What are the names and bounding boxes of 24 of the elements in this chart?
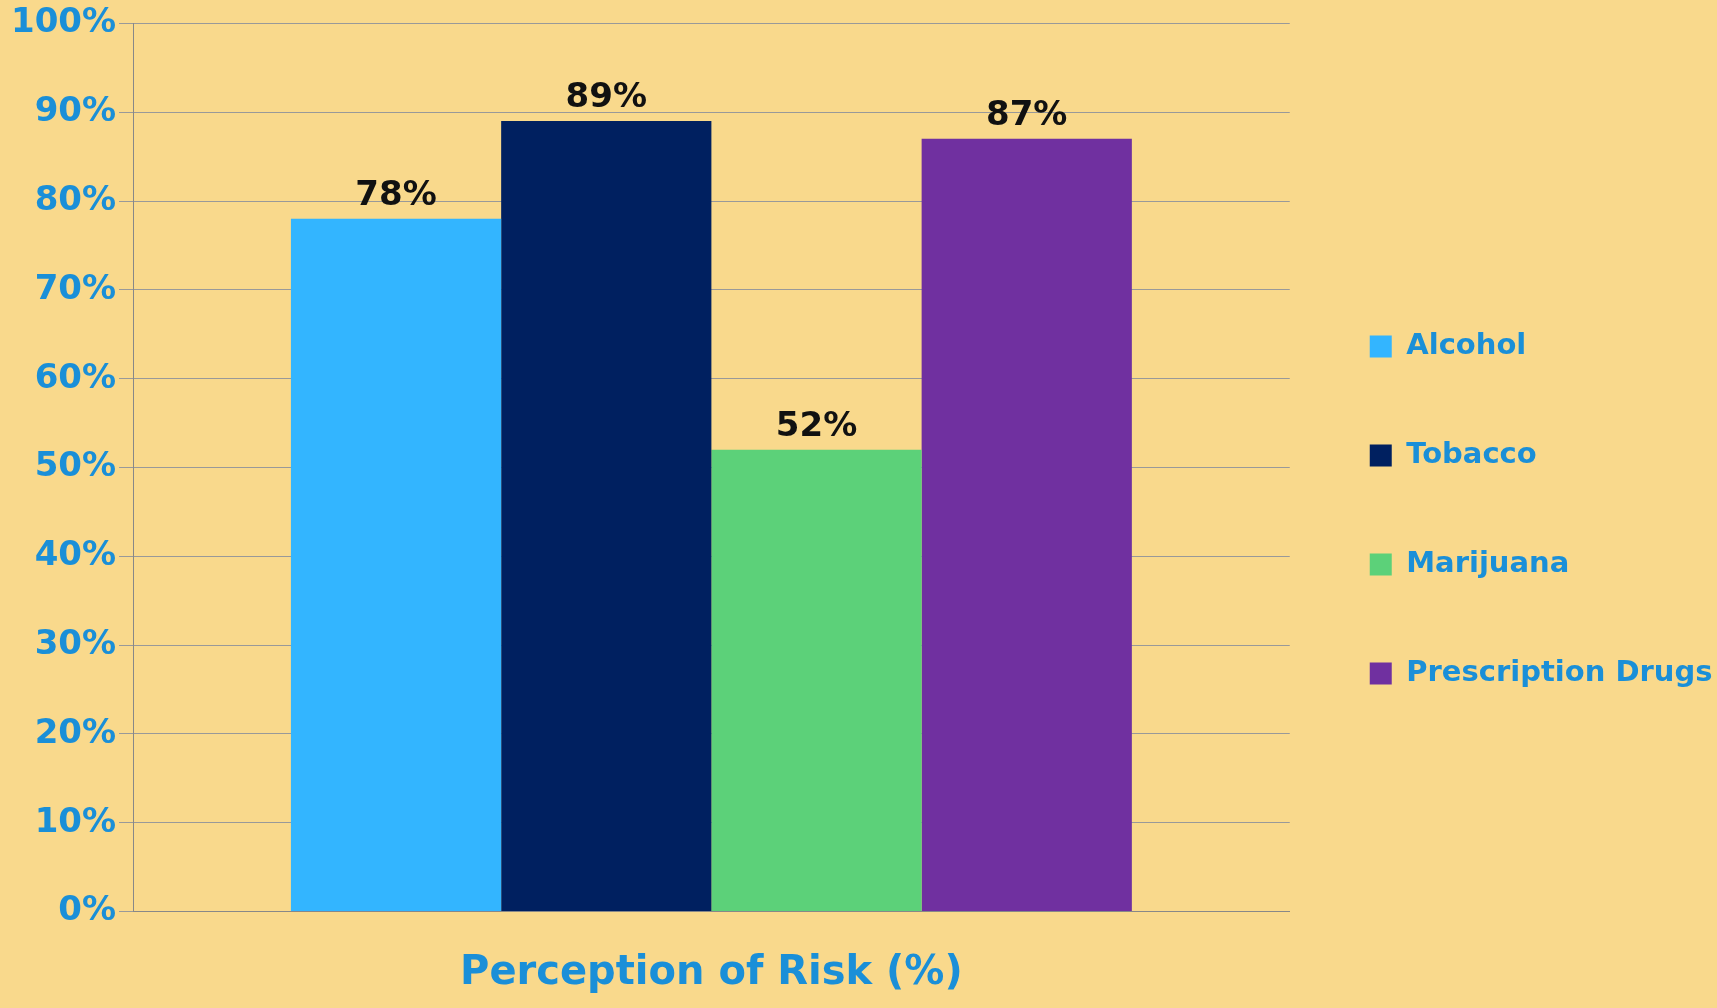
y-tick-label: 0% — [58, 888, 117, 929]
y-tick-label: 100% — [10, 0, 117, 41]
y-tick-label: 20% — [34, 710, 117, 751]
y-tick-label: 90% — [34, 89, 117, 130]
y-tick-label: 30% — [34, 621, 117, 662]
data-label: 52% — [775, 403, 858, 444]
data-label: 78% — [355, 172, 437, 213]
bar — [290, 218, 502, 912]
legend-label: Prescription Drugs — [1406, 654, 1713, 689]
data-label: 87% — [986, 92, 1068, 133]
bar — [921, 138, 1132, 912]
y-tick-label: 60% — [34, 355, 117, 396]
legend-label: Tobacco — [1406, 436, 1537, 471]
legend-label: Alcohol — [1406, 327, 1527, 362]
bar — [501, 121, 712, 912]
y-tick-label: 40% — [34, 533, 117, 574]
legend-label: Marijuana — [1406, 545, 1570, 580]
y-tick-label: 50% — [34, 444, 117, 485]
y-tick-label: 10% — [34, 799, 117, 840]
x-axis-title: Perception of Risk (%) — [460, 947, 963, 994]
bar — [711, 449, 922, 912]
y-tick-label: 70% — [34, 266, 117, 307]
y-tick-label: 80% — [34, 177, 117, 218]
data-label: 89% — [565, 74, 647, 115]
